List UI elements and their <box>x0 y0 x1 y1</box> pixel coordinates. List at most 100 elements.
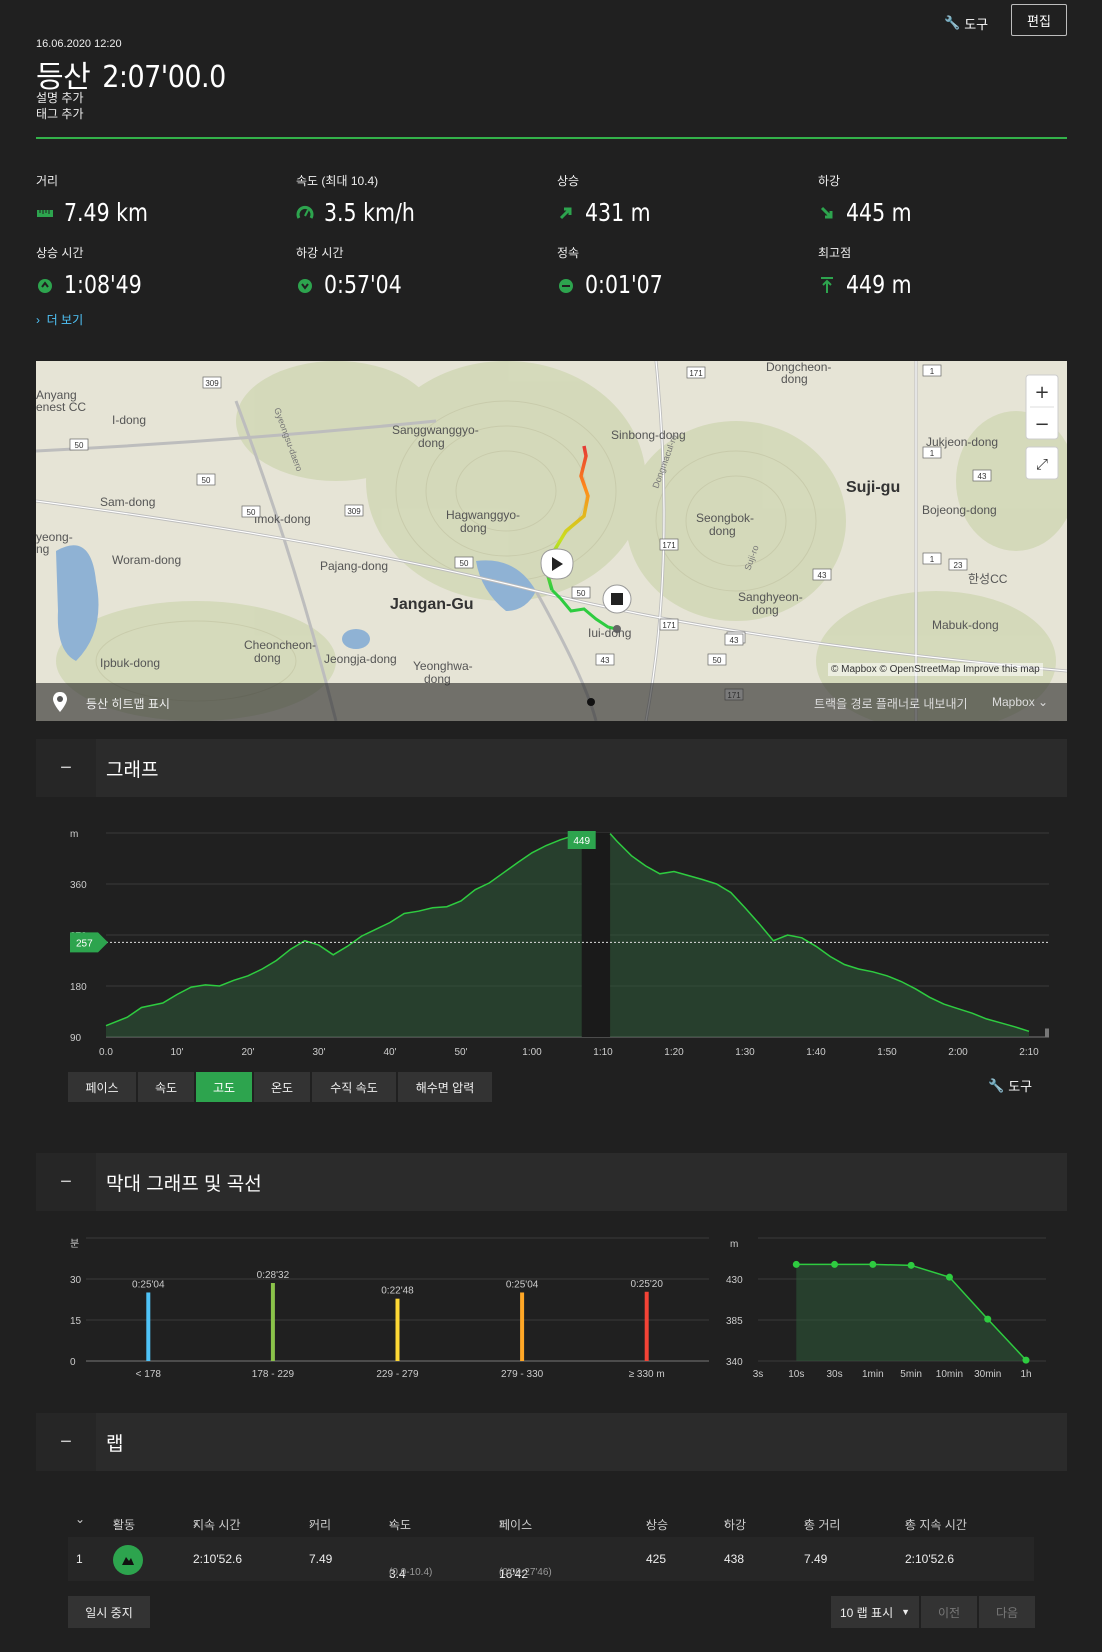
heatmap-toggle[interactable]: 등산 히트맵 표시 <box>86 697 170 711</box>
stat-label: 상승 <box>557 174 580 188</box>
map-place-label: dong <box>709 524 736 538</box>
fullscreen-icon[interactable]: ⤢ <box>1025 446 1059 480</box>
column-header-label: 페이스 <box>499 1518 533 1532</box>
tab-3[interactable]: 온도 <box>254 1072 310 1102</box>
curve-y-tick: 340 <box>726 1357 743 1368</box>
bar[interactable] <box>395 1298 400 1361</box>
column-header-label: 상승 <box>646 1518 669 1532</box>
svg-text:⤢: ⤢ <box>1036 455 1049 473</box>
zoom-controls[interactable]: + − <box>1025 374 1059 440</box>
tab-5[interactable]: 해수면 압력 <box>398 1072 492 1102</box>
route-shield-label: 309 <box>347 507 361 516</box>
tab-0[interactable]: 페이스 <box>68 1072 136 1102</box>
max-altitude-curve-chart[interactable]: m 340 385 430 3s 10s 30s 1min 5min 10min 30min 1h <box>720 1230 1067 1380</box>
map-place-label: ng <box>36 542 49 556</box>
x-tick-label: 20' <box>241 1047 254 1058</box>
collapse-graph-button[interactable]: − <box>36 739 96 797</box>
add-description-link[interactable]: 설명 추가 <box>36 91 84 105</box>
x-tick-label: 10' <box>170 1047 183 1058</box>
bar[interactable] <box>644 1291 649 1361</box>
next-page-button[interactable]: 다음 <box>979 1596 1035 1628</box>
lap-pace-range: (0'00-27'46) <box>499 1567 552 1578</box>
curve-point[interactable] <box>869 1260 877 1268</box>
collapse-laps-button[interactable]: − <box>36 1413 96 1471</box>
tools-button[interactable]: 🔧 도구 <box>944 10 994 36</box>
lap-speed-range: (0.0-10.4) <box>389 1567 433 1578</box>
map-attribution[interactable]: © Mapbox © OpenStreetMap Improve this ma… <box>828 663 1043 676</box>
pause-button[interactable]: 일시 중지 <box>68 1596 150 1628</box>
stat-label: 하강 시간 <box>296 246 344 260</box>
x-tick-label: 50' <box>454 1047 467 1058</box>
curve-point[interactable] <box>984 1315 992 1323</box>
expand-all-chevron-icon[interactable]: ⌄ <box>75 1512 86 1526</box>
curve-point[interactable] <box>792 1260 800 1268</box>
map-style-select[interactable]: Mapbox ⌄ <box>992 695 1048 709</box>
altitude-time-bar-chart[interactable]: 분 0 15 30 0:25'04 < 178 0:28'32 178 - 229 0:22'4… <box>36 1230 726 1380</box>
chevron-right-icon: › <box>499 1516 503 1530</box>
heatmap-pin-icon[interactable] <box>52 691 68 713</box>
route-map[interactable]: + − ⤢ Anyang enest CC I-dong Sanggwanggyo-d… <box>36 361 1067 721</box>
route-shield <box>454 556 474 569</box>
improve-map-link[interactable]: Improve this map <box>963 664 1040 675</box>
wrench-icon: 🔧 <box>988 1077 1005 1093</box>
range-handle[interactable] <box>1045 1028 1049 1038</box>
route-shield <box>69 438 89 451</box>
carousel-dot[interactable] <box>587 698 595 706</box>
route-shield <box>344 504 364 517</box>
bar-category-label: 229 - 279 <box>376 1369 419 1380</box>
map-place-label: I-dong <box>112 413 146 427</box>
activity-duration: 2:07'00.0 <box>102 60 226 95</box>
peak-marker <box>567 831 596 849</box>
chevron-right-icon: › <box>724 1516 728 1530</box>
route-shield <box>202 376 222 389</box>
x-tick-label: 1:10 <box>593 1047 613 1058</box>
start-marker[interactable] <box>540 548 574 580</box>
bar[interactable] <box>520 1292 525 1361</box>
bar[interactable] <box>270 1283 275 1361</box>
route-shield-label: 50 <box>713 656 722 665</box>
map-place-label: Bojeong-dong <box>922 503 997 517</box>
table-row[interactable]: 1 2:10'52.6 7.49 3.4 (0.0-10.4) 16'42 (0… <box>68 1537 1034 1581</box>
add-tag-link[interactable]: 태그 추가 <box>36 107 84 121</box>
map-place-label: Dongcheon- <box>766 361 831 374</box>
curve-point[interactable] <box>831 1260 839 1268</box>
prev-page-button[interactable]: 이전 <box>921 1596 977 1628</box>
collapse-bar-section-button[interactable]: − <box>36 1153 96 1211</box>
lap-total-distance: 7.49 <box>804 1552 828 1566</box>
route-shield <box>196 473 216 486</box>
end-marker[interactable] <box>602 584 632 633</box>
tab-1[interactable]: 속도 <box>138 1072 194 1102</box>
curve-point[interactable] <box>907 1261 915 1269</box>
curve-point[interactable] <box>945 1273 953 1281</box>
bar-category-label: < 178 <box>136 1369 162 1380</box>
bar-category-label: 279 - 330 <box>501 1369 544 1380</box>
y-axis-unit: m <box>70 829 78 840</box>
export-route-link[interactable]: 트랙을 경로 플래너로 내보내기 <box>814 697 968 711</box>
stat-value: 0:57'04 <box>324 270 402 299</box>
graph-section-title: 그래프 <box>106 759 159 781</box>
curve-point[interactable] <box>1022 1356 1030 1364</box>
map-place-label: 한성CC <box>968 572 1008 586</box>
map-place-label: Sanggwanggyo- <box>392 423 479 437</box>
chevron-right-icon: › <box>905 1516 909 1530</box>
tab-4[interactable]: 수직 속도 <box>312 1072 396 1102</box>
show-more-label: 더 보기 <box>46 313 84 327</box>
route-shield <box>948 558 968 571</box>
graph-tools-button[interactable]: 🔧 도구 <box>988 1076 1032 1095</box>
stat-label: 거리 <box>36 174 59 188</box>
stat-label: 속도 (최대 10.4) <box>296 174 379 188</box>
bar-section-title: 막대 그래프 및 곡선 <box>106 1173 262 1195</box>
map-place-label: Sinbong-dong <box>611 428 686 442</box>
altitude-chart[interactable]: m901802703600.010'20'30'40'50'1:001:101:… <box>36 815 1067 1070</box>
stat-label: 정속 <box>557 246 580 260</box>
laps-table-header: ⌄ 활동 › 지속 시간 › 거리 › 속도 › 페이스 › 상승 › 하강 › 총 거리 ›… <box>68 1508 1034 1534</box>
edit-button[interactable]: 편집 <box>1011 4 1067 36</box>
tab-2[interactable]: 고도 <box>196 1072 252 1102</box>
laps-per-page-select[interactable]: 10 랩 표시 ▼ <box>831 1596 919 1628</box>
show-more-link[interactable]: › 더 보기 <box>36 311 83 328</box>
bar[interactable] <box>146 1292 151 1361</box>
ruler-icon <box>36 204 54 222</box>
map-place-label: Pajang-dong <box>320 559 388 573</box>
activity-type: 등산 <box>36 60 91 95</box>
